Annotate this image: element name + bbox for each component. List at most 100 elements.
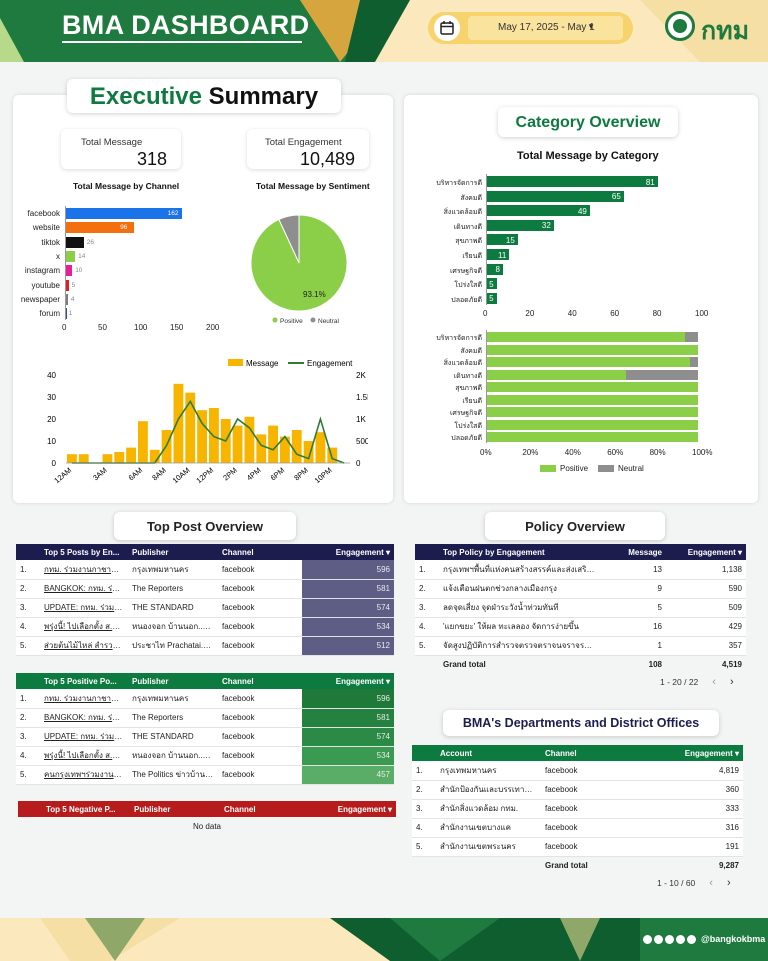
facebook-social-icon[interactable] [654,935,663,944]
column-header: Channel [541,745,631,761]
table-row[interactable]: 3. ลดจุดเสี่ยง จุดฝ่าระวังน้ำท่วมทันที 5 50… [415,598,746,618]
table-row[interactable]: 1. กรุงเทพมหานคร facebook 4,819 [412,761,743,781]
channel-label: forum [39,309,60,319]
category-stack-x-tick: 60% [607,448,624,457]
channel-x-tick: 200 [206,323,220,332]
column-header[interactable]: Engagement ▾ [304,801,396,817]
calendar-icon[interactable] [434,15,460,41]
publisher-cell: The Reporters [128,708,218,728]
table-row[interactable]: 4.พรุ่งนี้! ไปเลือกตั้ง ส.ก. กับ...หนองจ… [16,617,394,637]
column-header[interactable]: Engagement ▾ [666,544,746,560]
instagram-social-icon[interactable] [665,935,674,944]
post-title-link[interactable]: คนกรุงเทพฯร่วมงานกาชาด "... [40,765,128,785]
table-row[interactable]: 5.ส่วยต้นไม้ไหล่ สำรวจคน ก...ประชาไท Pra… [16,636,394,656]
message-bar [114,452,125,463]
channel-value: 14 [78,252,86,260]
row-index: 3. [16,727,40,747]
prev-page-icon[interactable]: ‹ [712,676,716,688]
category-value: 5 [489,279,494,289]
chevron-down-icon[interactable]: ▼ [587,22,595,31]
footer-handle: @bangkokbma [701,934,766,944]
value-cell: facebook [541,837,631,857]
engagement-cell: 581 [302,579,394,599]
name-cell: แจ้งเตือนฝนตกช่วงกลางเมืองกรุง [439,579,599,599]
post-title-link[interactable]: พรุ่งนี้! ไปเลือกตั้ง ส.ก. กับ... [40,617,128,637]
table-row[interactable]: 3. สำนักสิ่งแวดล้อม กทม. facebook 333 [412,799,743,819]
category-bar [486,234,518,246]
publisher-cell: กรุงเทพมหานคร [128,560,218,580]
table-row[interactable]: 1.กทม. ร่วมงานกาชาด 33 ปี ...กรุงเทพมหาน… [16,689,394,709]
table-row[interactable]: 2. BANGKOK: กทม. ร่วมง... The Reporters fac… [16,579,394,599]
table-row[interactable]: 4.พรุ่งนี้! ไปเลือกตั้ง ส.ก. กับ...หนองจ… [16,746,394,766]
youtube-social-icon[interactable] [676,935,685,944]
exec-title-part2: Summary [208,83,319,110]
prev-page-icon[interactable]: ‹ [709,877,713,889]
column-header[interactable]: Engagement ▾ [302,544,394,560]
engagement-cell: 581 [302,708,394,728]
next-page-icon[interactable]: › [726,877,731,889]
table-row[interactable]: 2. BANGKOK: กทม. ร่วมง... The Reporters fac… [16,708,394,728]
grand-total-cell: Grand total [545,861,588,871]
table-row[interactable]: 5. สำนักงานเขตพระนคร facebook 191 [412,837,743,857]
category-value: 65 [611,192,621,202]
post-title-link[interactable]: BANGKOK: กทม. ร่วมง... [40,708,128,728]
post-title-link[interactable]: UPDATE: กทม. ร่วมกาชา... [40,727,128,747]
combo-x-tick: 12AM [52,466,73,485]
engagement-cell: 596 [302,689,394,709]
category-stack-x-tick: 0% [480,448,492,457]
category-bar [486,292,497,304]
channel-value: 1 [68,310,73,318]
table-row[interactable]: 3.UPDATE: กทม. ร่วมกาชา...THE STANDARDfa… [16,598,394,618]
table-row[interactable]: 1.กทม. ร่วมงานกาชาด 33 ปี ...กรุงเทพมหาน… [16,560,394,580]
column-header: Account [436,745,541,761]
next-page-icon[interactable]: › [729,676,734,688]
x-social-icon[interactable] [643,935,652,944]
table-row[interactable]: 3.UPDATE: กทม. ร่วมกาชา...THE STANDARDfa… [16,727,394,747]
top-post-overview-title: Top Post Overview [114,512,296,540]
combo-y-right-tick: 1.5K [356,393,368,402]
combo-legend-message: Message [246,359,279,368]
table-header-row: Top 5 Posts by En... Publisher Channel Enga… [16,544,394,560]
column-header[interactable]: Engagement ▾ [631,745,743,761]
category-overview-title: Category Overview [498,107,678,137]
value-cell: 13 [599,560,666,580]
message-bar [185,392,196,463]
row-index: 4. [415,617,439,637]
table-row[interactable]: 5.คนกรุงเทพฯร่วมงานกาชาด "...The Politic… [16,765,394,785]
post-title-link[interactable]: กทม. ร่วมงานกาชาด 33 ปี ... [40,689,128,709]
legend-positive-label: Positive [560,464,589,473]
post-title-link[interactable]: พรุ่งนี้! ไปเลือกตั้ง ส.ก. กับ... [40,746,128,766]
total-engagement-kpi: Total Engagement 10,489 [247,129,369,169]
message-bar [126,447,136,463]
table-row[interactable]: 4. สำนักงานเขตบางแค facebook 316 [412,818,743,838]
table-row[interactable]: 2. แจ้งเตือนฝนตกช่วงกลางเมืองกรุง 9 590 [415,579,746,599]
message-bar [138,421,148,463]
channel-cell: facebook [218,746,302,766]
neutral-segment [685,332,698,342]
date-range-field[interactable]: May 17, 2025 - May 1 ▼ [468,16,623,40]
category-bar [486,205,590,217]
table-row[interactable]: 1. กรุงเทพฯพื้นที่แห่งคนสร้างสรรค์และส่งเ… [415,560,746,580]
message-engagement-chart: Message Engagement 0 10 20 30 40 0 500 1K 1.5K 2K 12… [47,359,368,485]
table-row[interactable]: 2.สำนักป้องกันและบรรเทาสาธาร...facebook3… [412,780,743,800]
combo-x-tick: 12PM [194,466,215,485]
tiktok-social-icon[interactable] [687,935,696,944]
post-title-link[interactable]: กทม. ร่วมงานกาชาด 33 ปี ... [40,560,128,580]
post-title-link[interactable]: UPDATE: กทม. ร่วมกาชา... [40,598,128,618]
column-header: Top 5 Positive Po... [40,673,128,689]
channel-bar [65,250,76,262]
row-index: 2. [415,579,439,599]
date-range-picker[interactable]: May 17, 2025 - May 1 ▼ [428,12,633,44]
column-header: Top Policy by Engagement [439,544,599,560]
row-index: 2. [16,708,40,728]
column-header[interactable]: Engagement ▾ [302,673,394,689]
channel-cell: facebook [218,727,302,747]
header-spacer [16,673,40,689]
table-row[interactable]: 5. จัดสูงปฏิบัติการสำรวจตรวจตราจนจราจรไร้… [415,636,746,656]
table-row[interactable]: 4. 'แยกขยะ' ให้ผล ทะเลลอง จัดการง่ายขึ้น 1… [415,617,746,637]
combo-x-tick: 10PM [313,466,334,485]
combo-x-tick: 4PM [245,466,263,483]
combo-y-left-tick: 30 [47,393,56,402]
post-title-link[interactable]: ส่วยต้นไม้ไหล่ สำรวจคน ก... [40,636,128,656]
post-title-link[interactable]: BANGKOK: กทม. ร่วมง... [40,579,128,599]
